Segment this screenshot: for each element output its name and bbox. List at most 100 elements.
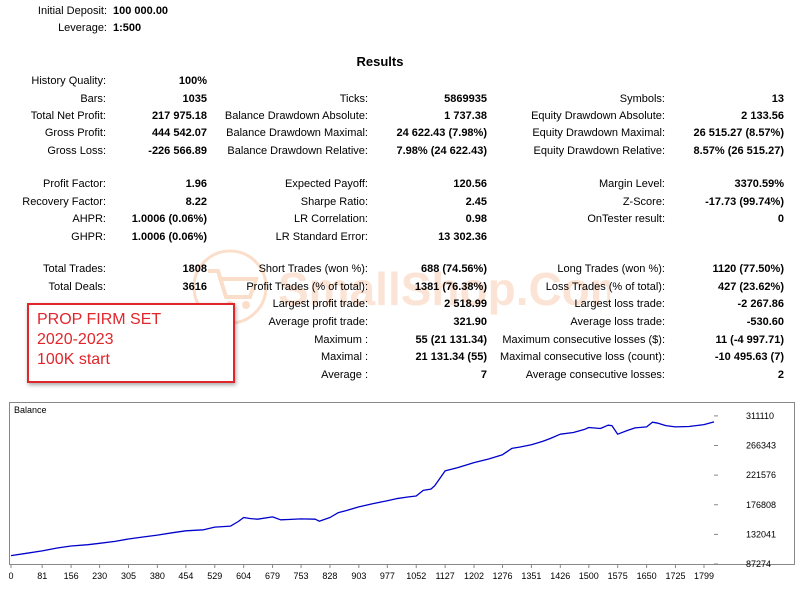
- col3-label-8: Loss Trades (% of total):: [545, 281, 665, 293]
- col1-label-2: Total Net Profit:: [30, 110, 106, 122]
- col3-label-5: Z-Score:: [622, 196, 665, 208]
- col3-label-11: Maximum consecutive losses ($):: [502, 334, 665, 346]
- col3-value-5: -17.73 (99.74%): [705, 196, 784, 208]
- chart-title: Balance: [14, 405, 47, 415]
- col2-value-6: 0.98: [465, 213, 487, 225]
- col3-value-0: 13: [771, 93, 784, 105]
- col2-value-0: 5869935: [444, 93, 487, 105]
- col3-label-2: Equity Drawdown Maximal:: [532, 127, 665, 139]
- x-tick-label-6: 454: [178, 571, 193, 581]
- col1-value-5: 1.96: [185, 178, 207, 190]
- x-tick-label-7: 529: [207, 571, 222, 581]
- col2-label-10: Largest profit trade:: [272, 298, 368, 310]
- leverage-label: Leverage:: [58, 22, 107, 34]
- col3-label-10: Average loss trade:: [570, 316, 665, 328]
- col1-label-1: Bars:: [80, 93, 106, 105]
- y-tick-label-2: 221576: [746, 470, 776, 480]
- col3-value-12: -10 495.63 (7): [714, 351, 784, 363]
- x-tick-label-17: 1276: [493, 571, 513, 581]
- col3-value-6: 0: [777, 213, 784, 225]
- x-tick-label-8: 604: [236, 571, 251, 581]
- balance-line: [10, 421, 715, 557]
- x-tick-label-2: 156: [64, 571, 79, 581]
- col3-label-1: Equity Drawdown Absolute:: [531, 110, 665, 122]
- col2-value-12: 55 (21 131.34): [415, 334, 487, 346]
- x-tick-label-5: 380: [150, 571, 165, 581]
- x-tick-label-11: 828: [322, 571, 337, 581]
- col2-label-13: Maximal :: [320, 351, 368, 363]
- x-tick-label-12: 903: [351, 571, 366, 581]
- col3-label-4: Margin Level:: [598, 178, 665, 190]
- col1-label-9: Total Trades:: [43, 263, 106, 275]
- col3-label-13: Average consecutive losses:: [525, 369, 665, 381]
- col3-value-3: 8.57% (26 515.27): [693, 145, 784, 157]
- initial-deposit-label: Initial Deposit:: [37, 5, 107, 17]
- col2-label-14: Average :: [321, 369, 368, 381]
- x-tick-label-4: 305: [121, 571, 136, 581]
- y-tick-label-4: 132041: [746, 529, 776, 539]
- col2-value-10: 2 518.99: [444, 298, 487, 310]
- col1-value-0: 100%: [178, 75, 207, 87]
- col2-label-6: LR Correlation:: [294, 213, 368, 225]
- x-tick-label-0: 0: [9, 571, 14, 581]
- col2-value-14: 7: [480, 369, 487, 381]
- x-tick-label-10: 753: [294, 571, 309, 581]
- results-title: Results: [356, 54, 404, 69]
- col2-label-3: Balance Drawdown Relative:: [227, 145, 368, 157]
- col3-label-7: Long Trades (won %):: [557, 263, 665, 275]
- x-tick-label-23: 1725: [665, 571, 685, 581]
- col3-value-9: -2 267.86: [737, 298, 784, 310]
- x-tick-label-13: 977: [380, 571, 395, 581]
- col2-value-7: 13 302.36: [438, 231, 487, 243]
- col2-label-9: Profit Trades (% of total):: [246, 281, 368, 293]
- col3-value-13: 2: [777, 369, 784, 381]
- col3-label-6: OnTester result:: [587, 213, 665, 225]
- col3-label-9: Largest loss trade:: [574, 298, 666, 310]
- col3-value-10: -530.60: [746, 316, 784, 328]
- y-tick-label-0: 311110: [746, 411, 774, 421]
- col1-label-6: Recovery Factor:: [22, 196, 106, 208]
- annotation-line-2: 2020-2023: [37, 331, 114, 348]
- col1-value-6: 8.22: [185, 196, 207, 208]
- col2-label-0: Ticks:: [339, 93, 368, 105]
- col2-label-4: Expected Payoff:: [285, 178, 368, 190]
- x-tick-label-14: 1052: [406, 571, 426, 581]
- col1-value-9: 1808: [182, 263, 207, 275]
- col2-value-11: 321.90: [453, 316, 487, 328]
- leverage-value: 1:500: [113, 22, 142, 34]
- col2-value-8: 688 (74.56%): [420, 263, 487, 275]
- col1-label-5: Profit Factor:: [43, 178, 106, 190]
- col2-label-1: Balance Drawdown Absolute:: [224, 110, 368, 122]
- col3-value-8: 427 (23.62%): [717, 281, 784, 293]
- annotation-line-3: 100K start: [37, 351, 110, 368]
- col3-value-2: 26 515.27 (8.57%): [693, 127, 784, 139]
- col2-value-9: 1381 (76.38%): [414, 281, 487, 293]
- x-tick-label-20: 1500: [579, 571, 599, 581]
- col3-label-0: Symbols:: [619, 93, 665, 105]
- col2-value-13: 21 131.34 (55): [415, 351, 487, 363]
- col2-value-2: 24 622.43 (7.98%): [396, 127, 487, 139]
- y-tick-label-3: 176808: [746, 500, 776, 510]
- x-tick-label-24: 1799: [694, 571, 714, 581]
- col1-label-7: AHPR:: [72, 213, 106, 225]
- col3-value-1: 2 133.56: [741, 110, 784, 122]
- col1-value-2: 217 975.18: [151, 110, 207, 122]
- col3-label-3: Equity Drawdown Relative:: [533, 145, 665, 157]
- x-tick-label-16: 1202: [464, 571, 484, 581]
- col1-value-8: 1.0006 (0.06%): [131, 231, 207, 243]
- balance-chart: Balance 311110 266343 221576 176808 132041 872…: [9, 402, 795, 581]
- col2-label-2: Balance Drawdown Maximal:: [226, 127, 368, 139]
- col2-value-1: 1 737.38: [444, 110, 487, 122]
- x-tick-label-3: 230: [92, 571, 107, 581]
- col2-value-4: 120.56: [453, 178, 487, 190]
- initial-deposit-value: 100 000.00: [113, 5, 169, 17]
- y-tick-label-1: 266343: [746, 441, 776, 451]
- x-tick-label-9: 679: [265, 571, 280, 581]
- col2-label-5: Sharpe Ratio:: [300, 196, 368, 208]
- x-tick-label-22: 1650: [637, 571, 657, 581]
- x-tick-label-15: 1127: [435, 571, 454, 581]
- col3-value-7: 1120 (77.50%): [712, 263, 784, 275]
- col2-label-7: LR Standard Error:: [275, 231, 368, 243]
- x-tick-label-21: 1575: [608, 571, 628, 581]
- col3-value-11: 11 (-4 997.71): [715, 334, 785, 346]
